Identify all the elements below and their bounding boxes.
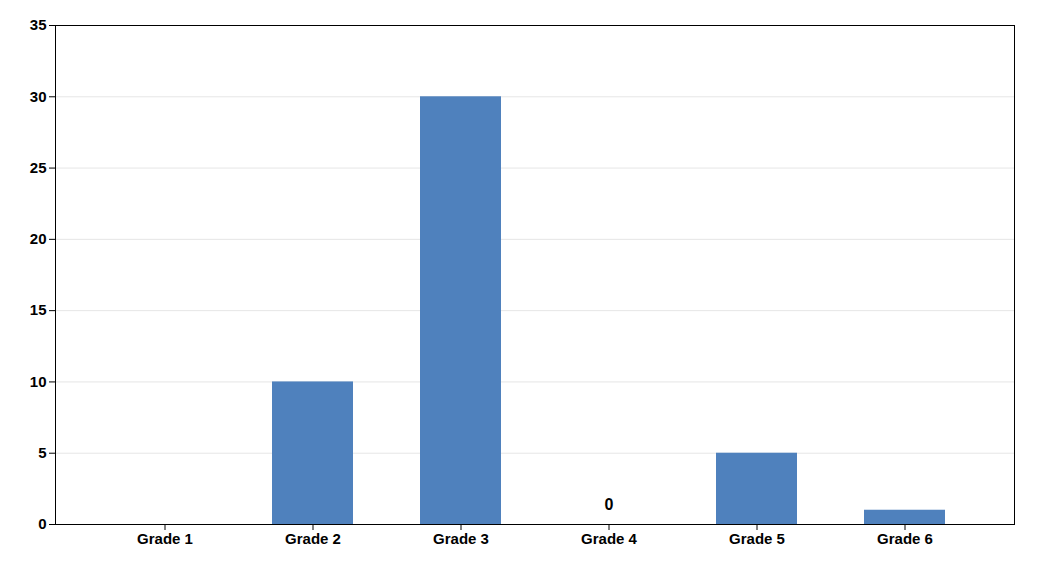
svg-text:15: 15 <box>30 301 47 318</box>
svg-text:25: 25 <box>30 159 47 176</box>
svg-text:5: 5 <box>38 444 46 461</box>
svg-text:20: 20 <box>30 230 47 247</box>
svg-text:Grade 2: Grade 2 <box>285 530 341 547</box>
svg-text:Grade 6: Grade 6 <box>877 530 933 547</box>
svg-text:10: 10 <box>30 373 47 390</box>
svg-text:30: 30 <box>30 88 47 105</box>
svg-text:Grade 4: Grade 4 <box>581 530 638 547</box>
svg-text:Grade 3: Grade 3 <box>433 530 489 547</box>
svg-text:0: 0 <box>38 515 46 532</box>
svg-text:Grade 5: Grade 5 <box>729 530 785 547</box>
svg-text:0: 0 <box>605 496 614 513</box>
svg-text:Grade 1: Grade 1 <box>137 530 193 547</box>
svg-text:35: 35 <box>30 16 47 33</box>
